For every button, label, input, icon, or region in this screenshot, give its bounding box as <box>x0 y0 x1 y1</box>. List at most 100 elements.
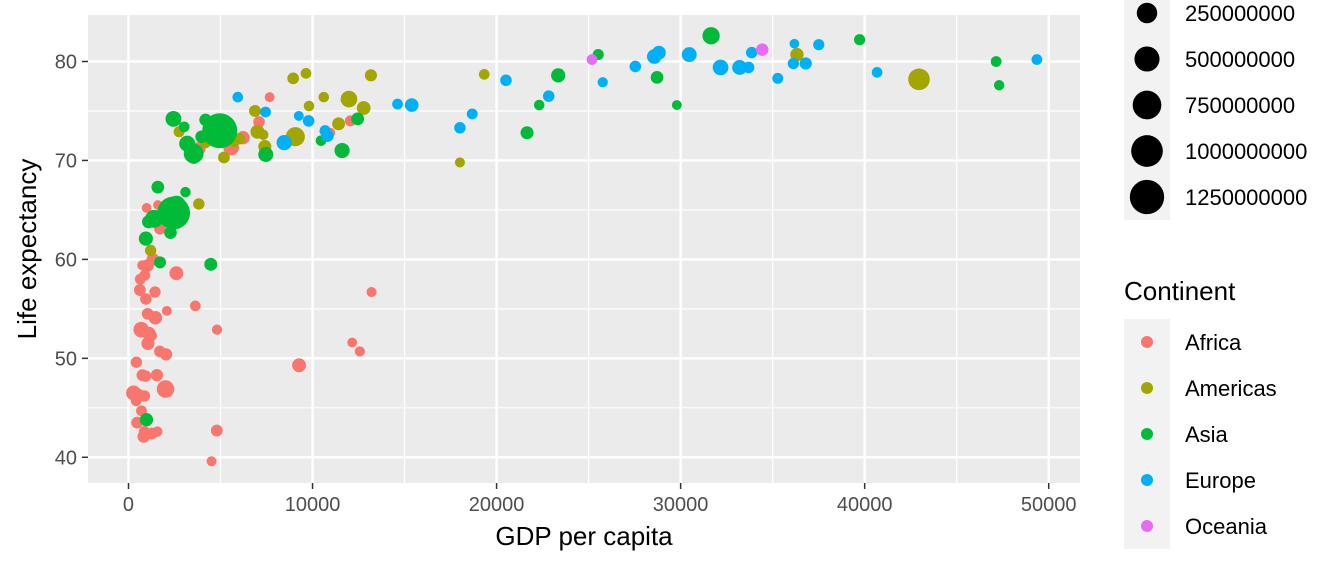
data-point-americas <box>257 129 269 140</box>
color-legend-label: Oceania <box>1185 514 1268 539</box>
data-point-africa <box>156 380 175 398</box>
data-point-americas <box>332 117 346 131</box>
data-point-europe <box>276 135 292 151</box>
data-point-americas <box>908 68 930 91</box>
data-point-europe <box>799 57 812 70</box>
data-point-asia <box>139 413 154 427</box>
data-point-africa <box>139 269 151 281</box>
data-point-europe <box>466 108 478 120</box>
data-point-americas <box>144 244 157 257</box>
data-point-africa <box>206 456 217 467</box>
data-point-asia <box>204 257 218 271</box>
data-point-asia <box>138 231 153 246</box>
x-tick-label: 0 <box>123 494 134 516</box>
data-point-africa <box>292 358 307 373</box>
data-point-africa <box>154 345 166 358</box>
size-legend-label: 1000000000 <box>1185 139 1307 164</box>
data-point-europe <box>681 47 697 62</box>
color-legend-label: Asia <box>1185 422 1229 447</box>
data-point-europe <box>597 77 608 88</box>
size-legend-key <box>1132 90 1162 120</box>
color-legend-key-oceania <box>1141 520 1153 532</box>
data-point-europe <box>745 46 758 59</box>
data-point-americas <box>356 101 371 115</box>
data-point-africa <box>211 324 223 335</box>
data-point-africa <box>161 305 172 316</box>
x-tick-label: 20000 <box>469 494 525 516</box>
size-legend: 250000000 500000000 750000000 1000000000 125… <box>1124 0 1307 220</box>
data-point-europe <box>652 45 666 60</box>
panel-background <box>88 15 1080 483</box>
data-point-africa <box>169 266 184 281</box>
color-legend-label: Europe <box>1185 468 1256 493</box>
data-point-oceania <box>586 54 598 65</box>
data-point-asia <box>650 70 664 84</box>
data-point-oceania <box>756 43 769 56</box>
data-point-asia <box>993 80 1005 91</box>
data-point-americas <box>478 69 490 80</box>
data-point-asia <box>351 112 365 126</box>
size-legend-key <box>1136 2 1158 24</box>
y-tick-label: 70 <box>55 150 77 172</box>
data-point-asia <box>180 186 191 198</box>
size-legend-label: 250000000 <box>1185 1 1295 26</box>
data-point-europe <box>789 38 800 49</box>
data-point-americas <box>303 100 315 112</box>
data-point-africa <box>354 346 365 357</box>
y-tick-label: 40 <box>55 447 77 469</box>
data-point-americas <box>318 91 330 103</box>
data-point-africa <box>264 92 275 103</box>
data-point-asia <box>179 135 196 152</box>
data-point-americas <box>340 90 358 108</box>
data-point-asia <box>702 27 720 45</box>
data-point-asia <box>990 56 1002 67</box>
data-point-africa <box>210 424 223 437</box>
data-point-asia <box>178 121 190 133</box>
data-point-americas <box>300 68 312 79</box>
x-axis: 0 10000 20000 30000 40000 50000 <box>123 483 1077 516</box>
data-point-europe <box>260 106 271 118</box>
data-point-africa <box>253 116 265 128</box>
data-point-asia <box>154 256 167 269</box>
data-point-asia <box>671 100 682 110</box>
size-legend-label: 500000000 <box>1185 47 1295 72</box>
data-point-africa <box>133 284 146 296</box>
x-tick-label: 50000 <box>1021 494 1077 516</box>
data-point-africa <box>130 356 143 368</box>
data-point-africa <box>347 337 358 348</box>
data-point-americas <box>364 69 377 82</box>
x-axis-title: GDP per capita <box>495 521 673 551</box>
data-points <box>126 27 1043 467</box>
data-point-africa <box>150 369 164 382</box>
data-point-europe <box>454 122 466 134</box>
y-tick-label: 60 <box>55 249 77 271</box>
data-point-europe <box>232 91 244 103</box>
data-point-asia <box>533 99 545 111</box>
grid-minor <box>88 15 1080 483</box>
data-point-americas <box>249 105 261 117</box>
x-tick-label: 40000 <box>837 494 893 516</box>
data-point-americas <box>454 157 465 168</box>
data-point-europe <box>813 39 825 51</box>
data-point-africa <box>366 286 377 298</box>
data-point-africa <box>140 293 152 305</box>
y-tick-label: 80 <box>55 52 77 74</box>
y-tick-label: 50 <box>55 348 77 370</box>
color-legend-title: Continent <box>1124 276 1236 306</box>
data-point-asia <box>199 113 212 127</box>
data-point-europe <box>871 67 883 78</box>
data-point-africa <box>149 286 161 298</box>
size-legend-key <box>1129 179 1165 215</box>
x-tick-label: 10000 <box>285 494 341 516</box>
data-point-europe <box>712 59 729 76</box>
data-point-asia <box>164 226 177 239</box>
size-legend-label: 750000000 <box>1185 93 1295 118</box>
data-point-europe <box>629 60 642 73</box>
data-point-asia <box>167 195 186 215</box>
data-point-europe <box>321 129 334 143</box>
data-point-americas <box>287 72 300 85</box>
data-point-asia <box>551 68 566 83</box>
data-point-asia <box>206 130 218 142</box>
color-legend-label: Africa <box>1185 330 1242 355</box>
